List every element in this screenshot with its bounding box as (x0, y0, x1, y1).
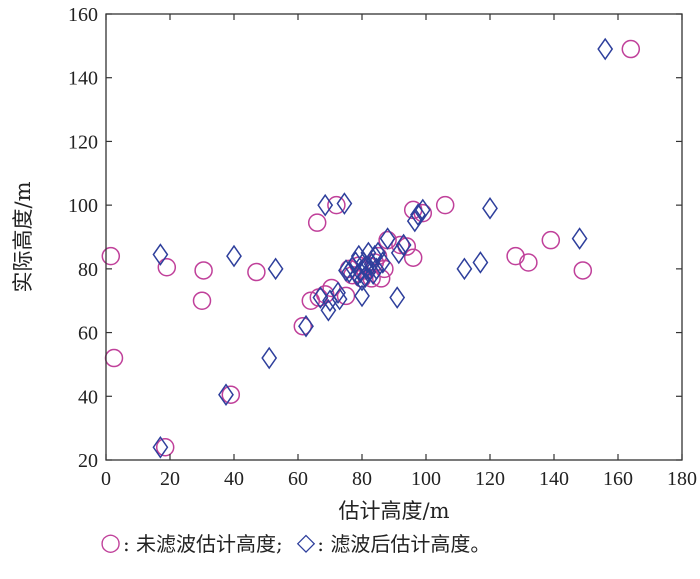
data-point-filtered (331, 287, 348, 311)
x-tick-label: 20 (160, 468, 180, 490)
data-point-filtered (152, 243, 169, 266)
y-tick-label: 120 (68, 131, 98, 153)
plot-marks (101, 37, 641, 459)
data-point-filtered (389, 286, 406, 309)
data-point-filtered (410, 203, 426, 227)
data-point-filtered (406, 209, 423, 233)
x-tick-label: 60 (288, 468, 308, 490)
y-tick-label: 160 (68, 4, 98, 26)
data-point-unfiltered (413, 203, 433, 223)
x-tick-label: 100 (411, 468, 441, 490)
data-point-filtered (482, 197, 498, 220)
x-tick-label: 140 (539, 468, 569, 490)
data-point-unfiltered (322, 278, 341, 298)
scatter-chart: 0 20 40 60 80 100 120 140 160 1802040608010012014… (11, 4, 697, 520)
data-point-unfiltered (435, 195, 455, 215)
y-tick-label: 20 (78, 450, 98, 472)
data-point-filtered (312, 286, 329, 309)
legend-label-filtered: : 滤波后估计高度。 (317, 531, 491, 556)
y-tick-label: 140 (68, 68, 98, 90)
data-point-unfiltered (403, 248, 423, 267)
data-point-filtered (597, 37, 614, 61)
axis-ticks: 0 20 40 60 80 100 120 140 160 1802040608010012014… (68, 4, 697, 490)
data-point-filtered (330, 281, 346, 305)
legend-diamond-icon: ◇ (296, 528, 316, 556)
data-point-filtered (336, 192, 353, 215)
y-tick-label: 100 (68, 195, 98, 217)
data-point-unfiltered (155, 438, 175, 457)
data-point-filtered (395, 233, 412, 257)
data-point-filtered (226, 244, 242, 268)
x-tick-label: 80 (352, 468, 372, 490)
y-tick-label: 40 (78, 386, 98, 408)
data-point-unfiltered (221, 385, 241, 404)
x-tick-label: 160 (603, 468, 633, 490)
data-point-filtered (472, 251, 489, 274)
data-point-filtered (571, 227, 588, 250)
data-point-filtered (366, 244, 383, 268)
data-point-filtered (352, 260, 369, 284)
y-tick-label: 80 (78, 259, 98, 281)
data-point-unfiltered (104, 348, 124, 368)
y-axis-label: 实际高度/m (11, 181, 35, 292)
data-point-filtered (379, 227, 396, 250)
data-point-unfiltered (307, 213, 327, 232)
data-point-unfiltered (519, 253, 538, 272)
data-point-unfiltered (506, 246, 525, 266)
data-point-filtered (298, 314, 314, 338)
data-point-filtered (347, 251, 364, 274)
x-tick-label: 40 (224, 468, 244, 490)
data-point-filtered (338, 259, 354, 282)
legend-label-unfiltered: : 未滤波估计高度; (122, 531, 283, 556)
legend-circle-icon: ○ (100, 528, 121, 556)
data-point-filtered (456, 257, 473, 281)
plot-frame (105, 13, 683, 461)
data-point-filtered (365, 262, 382, 285)
x-tick-label: 180 (667, 468, 697, 490)
data-point-unfiltered (621, 39, 641, 59)
data-point-unfiltered (157, 258, 177, 277)
data-point-filtered (152, 435, 169, 459)
data-point-unfiltered (327, 195, 346, 215)
data-point-unfiltered (192, 291, 212, 310)
y-tick-label: 60 (78, 323, 98, 345)
data-point-filtered (390, 241, 407, 265)
data-point-filtered (261, 346, 278, 370)
data-point-unfiltered (391, 235, 410, 255)
data-point-filtered (414, 198, 431, 222)
data-point-filtered (360, 260, 377, 284)
data-point-unfiltered (101, 246, 121, 266)
data-point-unfiltered (541, 230, 561, 250)
x-tick-label: 0 (101, 468, 111, 490)
x-tick-label: 120 (475, 468, 505, 490)
data-point-unfiltered (194, 261, 213, 280)
data-point-filtered (358, 255, 375, 279)
data-point-unfiltered (293, 316, 313, 336)
data-point-filtered (374, 251, 391, 274)
data-point-filtered (370, 241, 386, 265)
data-point-filtered (354, 284, 370, 308)
x-axis-label: 估计高度/m (339, 499, 450, 520)
data-point-filtered (368, 257, 385, 281)
data-point-filtered (267, 257, 284, 281)
data-point-unfiltered (573, 261, 593, 280)
data-point-unfiltered (247, 262, 266, 282)
legend: ○ : 未滤波估计高度; ◇ : 滤波后估计高度。 (100, 522, 700, 562)
data-point-filtered (218, 383, 234, 407)
data-point-filtered (317, 193, 334, 217)
